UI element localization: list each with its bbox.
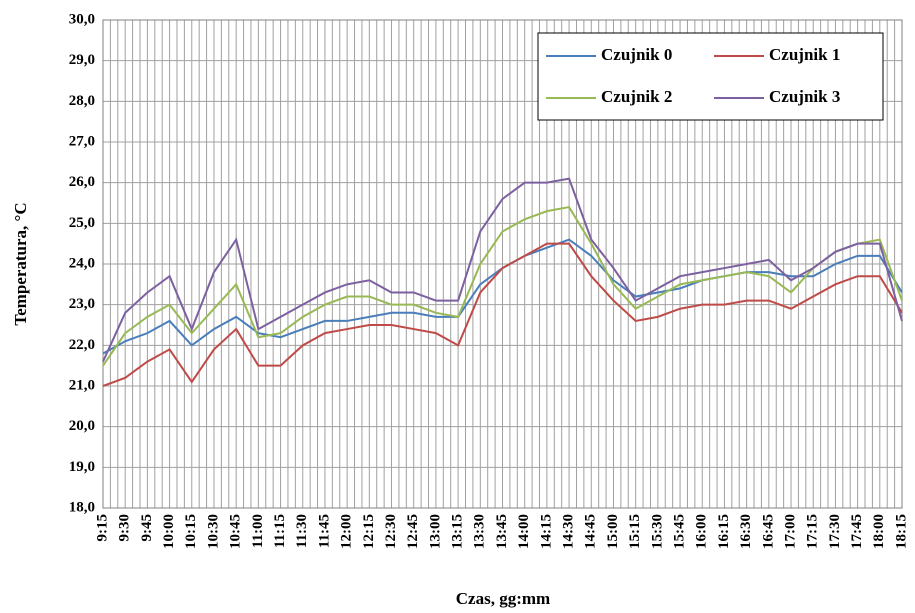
x-tick-label: 15:45 bbox=[671, 514, 687, 549]
x-tick-label: 14:30 bbox=[561, 514, 577, 549]
x-tick-label: 16:45 bbox=[760, 514, 776, 549]
x-tick-label: 10:15 bbox=[183, 514, 199, 549]
y-tick-label: 28,0 bbox=[69, 93, 95, 109]
y-tick-label: 18,0 bbox=[69, 499, 95, 515]
x-tick-label: 14:45 bbox=[583, 514, 599, 549]
y-tick-label: 25,0 bbox=[69, 215, 95, 231]
x-tick-label: 11:30 bbox=[294, 514, 310, 548]
y-tick-label: 24,0 bbox=[69, 255, 95, 271]
x-tick-label: 13:00 bbox=[427, 514, 443, 549]
x-tick-label: 17:00 bbox=[782, 514, 798, 549]
x-tick-label: 9:15 bbox=[94, 514, 110, 542]
x-tick-label: 12:15 bbox=[361, 514, 377, 549]
y-tick-label: 20,0 bbox=[69, 418, 95, 434]
plot-border bbox=[102, 19, 903, 509]
x-tick-label: 11:15 bbox=[272, 514, 288, 548]
x-axis-label: Czas, gg:mm bbox=[456, 589, 550, 608]
x-tick-label: 10:30 bbox=[205, 514, 221, 549]
x-tick-label: 9:30 bbox=[117, 514, 133, 542]
x-tick-label: 15:30 bbox=[649, 514, 665, 549]
x-tick-label: 12:00 bbox=[339, 514, 355, 549]
x-tick-label: 13:45 bbox=[494, 514, 510, 549]
y-tick-label: 23,0 bbox=[69, 296, 95, 312]
x-tick-label: 17:45 bbox=[849, 514, 865, 549]
y-tick-label: 29,0 bbox=[69, 52, 95, 68]
x-tick-label: 14:00 bbox=[516, 514, 532, 549]
x-tick-label: 11:45 bbox=[316, 514, 332, 548]
series-line bbox=[102, 242, 903, 387]
y-tick-label: 27,0 bbox=[69, 133, 95, 149]
x-tick-label: 15:00 bbox=[605, 514, 621, 549]
x-tick-label: 16:15 bbox=[716, 514, 732, 549]
y-axis-label: Temperatura, °C bbox=[11, 202, 30, 325]
x-tick-label: 11:00 bbox=[250, 514, 266, 548]
series-line bbox=[102, 177, 903, 363]
y-tick-label: 22,0 bbox=[69, 337, 95, 353]
x-tick-label: 14:15 bbox=[538, 514, 554, 549]
y-tick-label: 26,0 bbox=[69, 174, 95, 190]
x-tick-label: 13:15 bbox=[450, 514, 466, 549]
y-tick-label: 21,0 bbox=[69, 377, 95, 393]
x-tick-label: 16:30 bbox=[738, 514, 754, 549]
legend-label: Czujnik 1 bbox=[769, 45, 840, 64]
x-tick-label: 15:15 bbox=[627, 514, 643, 549]
x-tick-label: 17:15 bbox=[805, 514, 821, 549]
x-tick-label: 16:00 bbox=[694, 514, 710, 549]
x-tick-label: 18:15 bbox=[893, 514, 909, 549]
x-tick-label: 10:00 bbox=[161, 514, 177, 549]
x-tick-label: 12:30 bbox=[383, 514, 399, 549]
y-tick-label: 19,0 bbox=[69, 459, 95, 475]
x-tick-label: 10:45 bbox=[228, 514, 244, 549]
series-line bbox=[102, 205, 903, 367]
y-tick-label: 30,0 bbox=[69, 11, 95, 27]
legend-box bbox=[537, 32, 884, 121]
x-tick-label: 13:30 bbox=[472, 514, 488, 549]
x-tick-label: 12:45 bbox=[405, 514, 421, 549]
legend-label: Czujnik 3 bbox=[769, 87, 840, 106]
x-tick-label: 9:45 bbox=[139, 514, 155, 542]
legend-label: Czujnik 2 bbox=[601, 87, 672, 106]
legend-label: Czujnik 0 bbox=[601, 45, 672, 64]
x-tick-label: 17:30 bbox=[827, 514, 843, 549]
x-tick-label: 18:00 bbox=[871, 514, 887, 549]
